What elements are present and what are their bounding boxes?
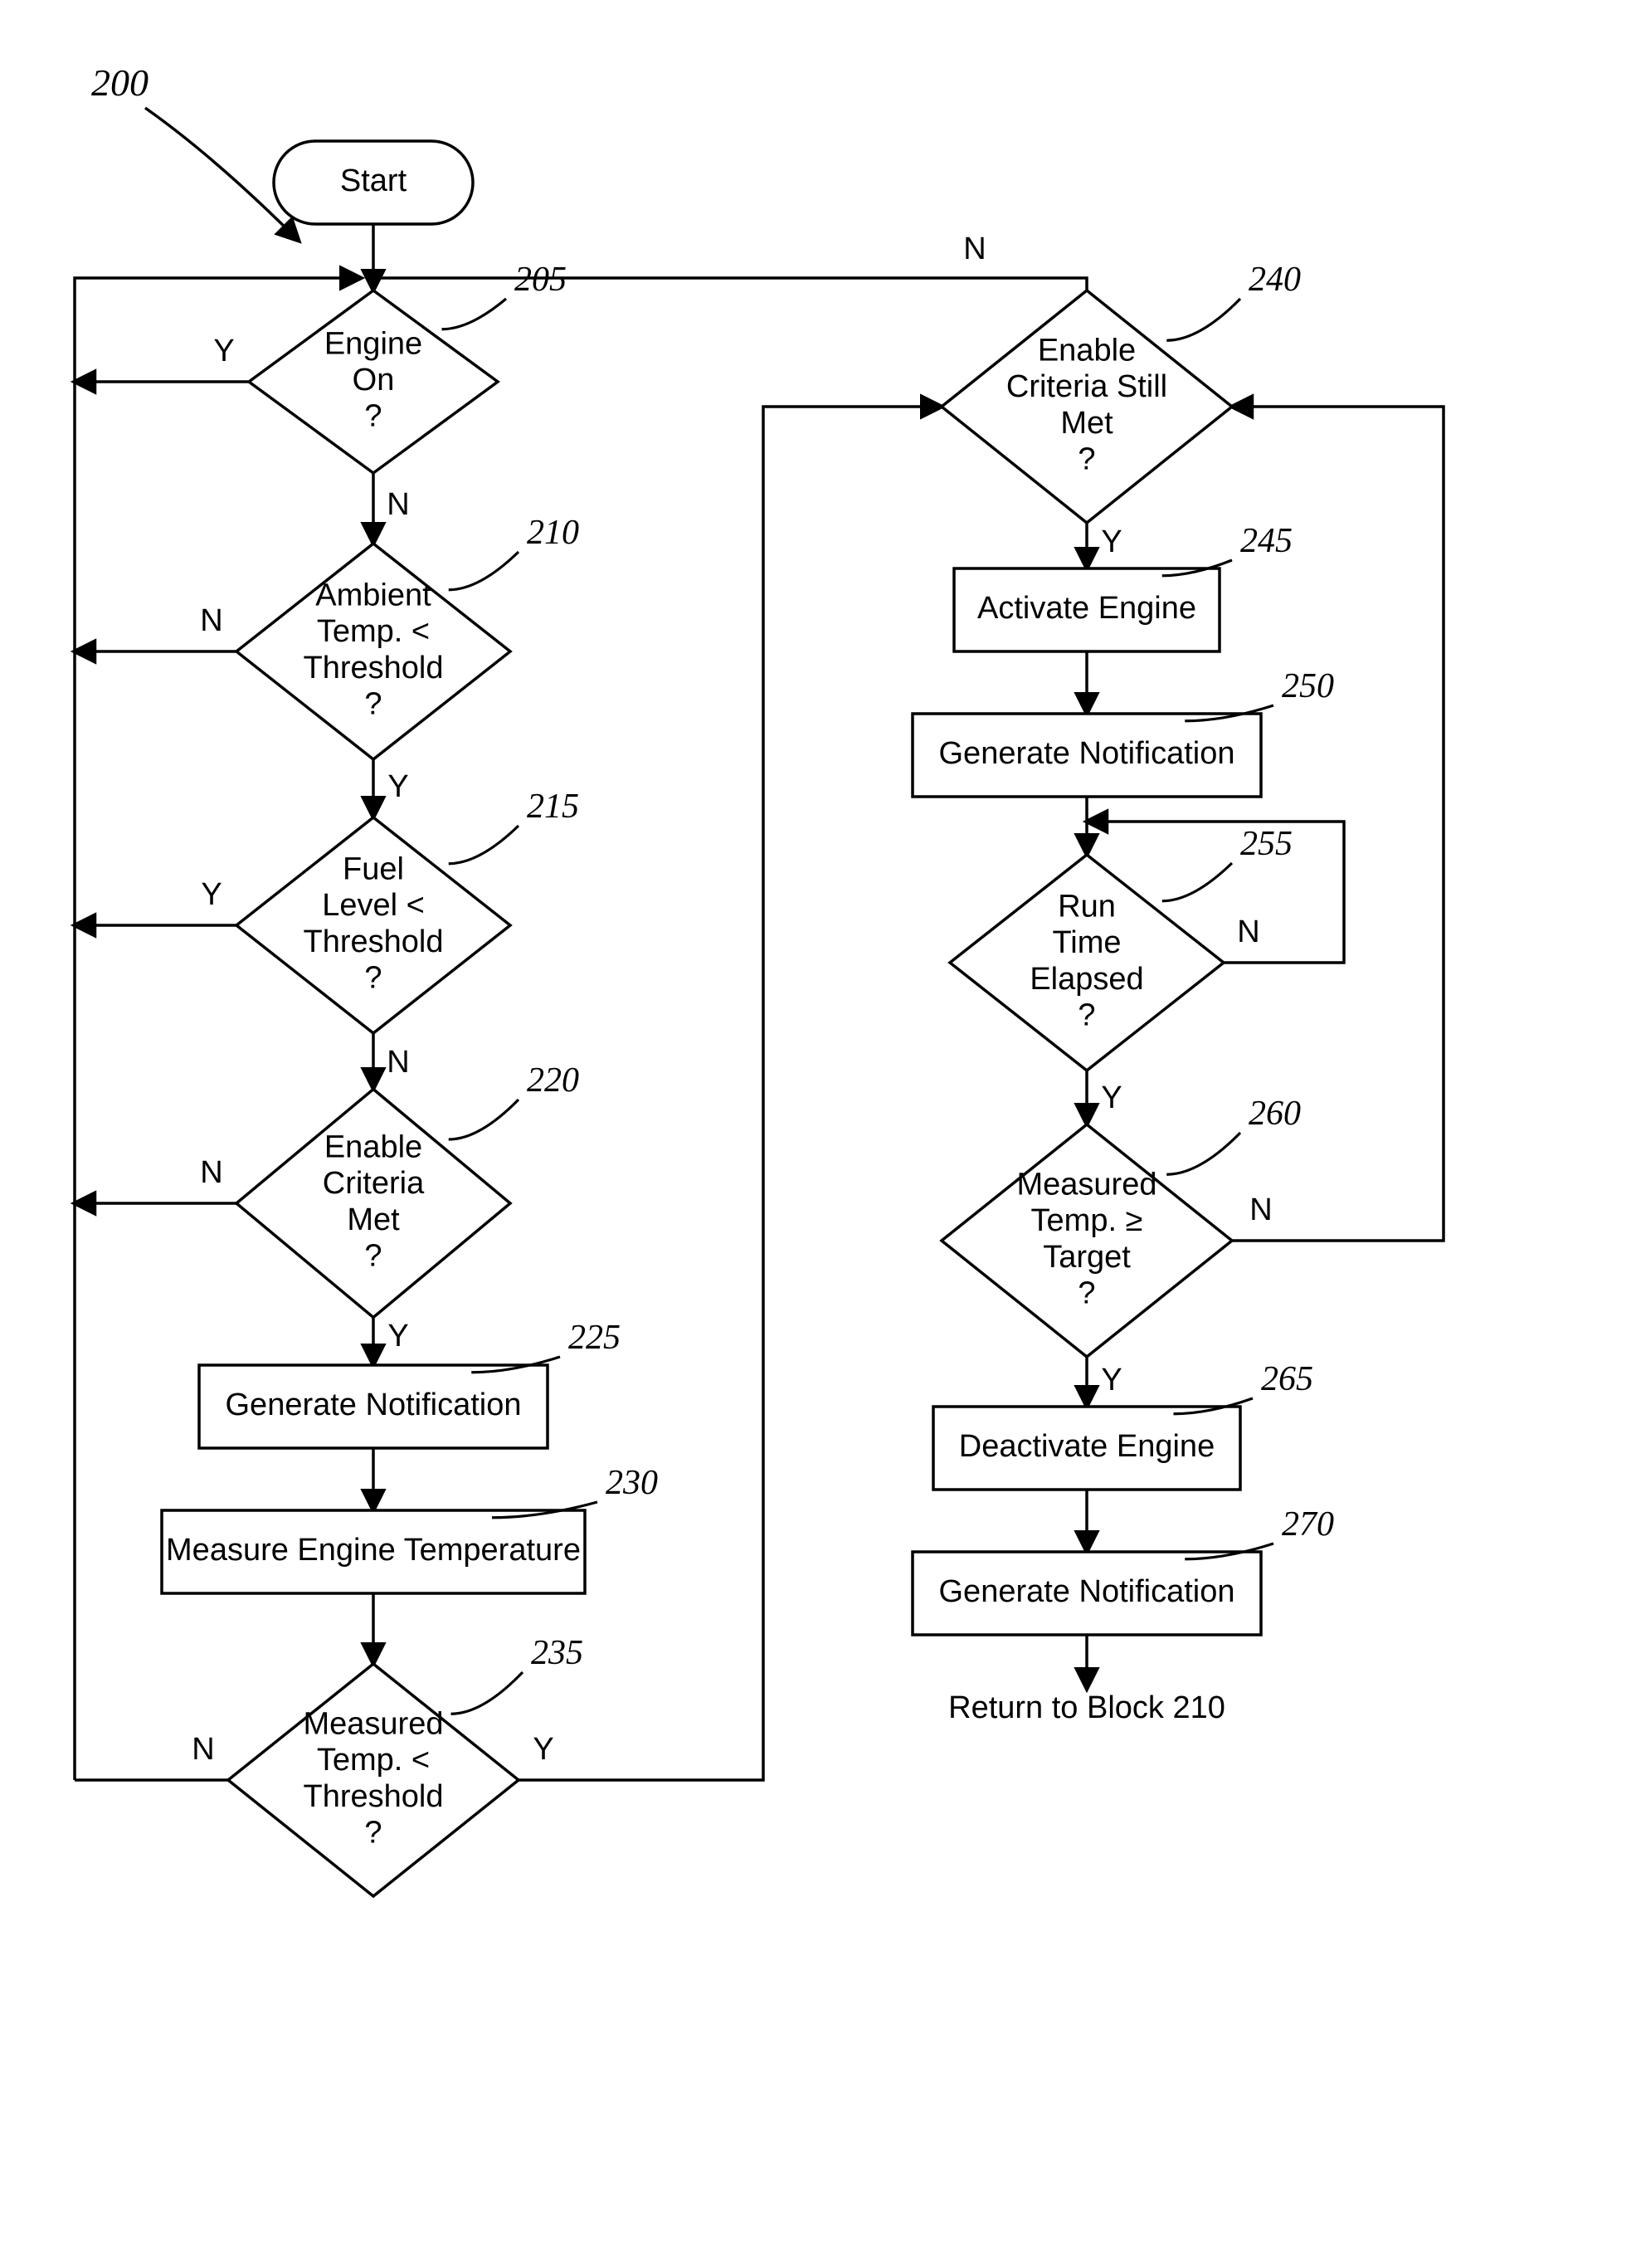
- ref-tick: [1162, 863, 1232, 901]
- edge-label: Y: [213, 334, 234, 368]
- node-d240: EnableCriteria StillMet?240: [942, 261, 1301, 523]
- node-p250: Generate Notification 250: [913, 667, 1334, 797]
- ref-number: 205: [514, 261, 567, 299]
- edge-label: N: [1249, 1193, 1272, 1227]
- ref-tick: [1166, 1133, 1240, 1174]
- ref-number: 250: [1282, 667, 1334, 705]
- node-label: Activate Engine: [977, 591, 1196, 626]
- node-label: Generate Notification: [226, 1388, 522, 1422]
- node-p230: Measure Engine Temperature 230: [162, 1464, 658, 1593]
- ref-tick: [1166, 299, 1240, 340]
- edge-label: N: [387, 1045, 409, 1080]
- edge-label: Y: [1101, 1080, 1122, 1115]
- edge-label: Y: [533, 1732, 553, 1767]
- node-p245: Activate Engine 245: [954, 522, 1293, 651]
- edge-label: N: [387, 487, 409, 522]
- node-d235: MeasuredTemp. <Threshold?235: [228, 1634, 583, 1896]
- node-label: Return to Block 210: [948, 1690, 1225, 1725]
- nodes-layer: Start EngineOn?205 AmbientTemp. <Threshold…: [162, 141, 1334, 1896]
- ref-number: 210: [527, 514, 579, 552]
- node-label: Generate Notification: [939, 1574, 1235, 1609]
- edge-label: N: [963, 232, 986, 266]
- ref-number: 255: [1240, 825, 1293, 863]
- ref-number: 230: [606, 1464, 658, 1502]
- edge-label: N: [200, 1155, 222, 1190]
- node-end: Return to Block 210: [948, 1690, 1225, 1725]
- node-p225: Generate Notification 225: [199, 1319, 621, 1448]
- node-d260: MeasuredTemp. ≥Target?260: [942, 1095, 1301, 1357]
- ref-number: 270: [1282, 1505, 1334, 1544]
- ref-number: 225: [568, 1319, 621, 1357]
- node-label: Generate Notification: [939, 736, 1235, 771]
- ref-tick: [442, 299, 507, 329]
- flow-edge: [996, 278, 1087, 290]
- node-d220: EnableCriteriaMet?220: [236, 1061, 579, 1318]
- node-label: Start: [340, 163, 407, 198]
- ref-number: 215: [527, 788, 579, 826]
- edge-label: Y: [387, 1319, 408, 1353]
- ref-number: 235: [531, 1634, 583, 1672]
- edge-label: Y: [1101, 524, 1122, 559]
- ref-number: 265: [1261, 1360, 1313, 1398]
- node-p265: Deactivate Engine 265: [933, 1360, 1313, 1490]
- edge-label: Y: [1101, 1363, 1122, 1397]
- edge-label: Y: [201, 877, 222, 912]
- node-d215: FuelLevel <Threshold?215: [236, 788, 579, 1033]
- ref-number: 240: [1249, 261, 1301, 299]
- ref-tick: [449, 1100, 519, 1139]
- edge-label: Y: [387, 769, 408, 804]
- edge-label: N: [200, 603, 222, 638]
- node-label: Deactivate Engine: [959, 1429, 1215, 1464]
- node-label: Measure Engine Temperature: [166, 1533, 581, 1568]
- ref-number: 260: [1249, 1095, 1301, 1133]
- node-start: Start: [274, 141, 473, 224]
- ref-number: 220: [527, 1061, 579, 1100]
- figure-ref-number: 200: [91, 61, 149, 104]
- edge-label: N: [192, 1732, 214, 1767]
- ref-tick: [451, 1672, 523, 1714]
- node-d205: EngineOn?205: [249, 261, 567, 473]
- node-d210: AmbientTemp. <Threshold?210: [236, 514, 579, 759]
- ref-tick: [449, 826, 519, 864]
- edge-label: N: [1237, 915, 1259, 949]
- ref-number: 245: [1240, 522, 1293, 560]
- ref-tick: [449, 552, 519, 590]
- flowchart-svg: N Y N Y Y N Y N N Y Y Y Y N N N Start EngineOn?205 Ambient…: [0, 0, 1636, 2268]
- node-p270: Generate Notification 270: [913, 1505, 1334, 1635]
